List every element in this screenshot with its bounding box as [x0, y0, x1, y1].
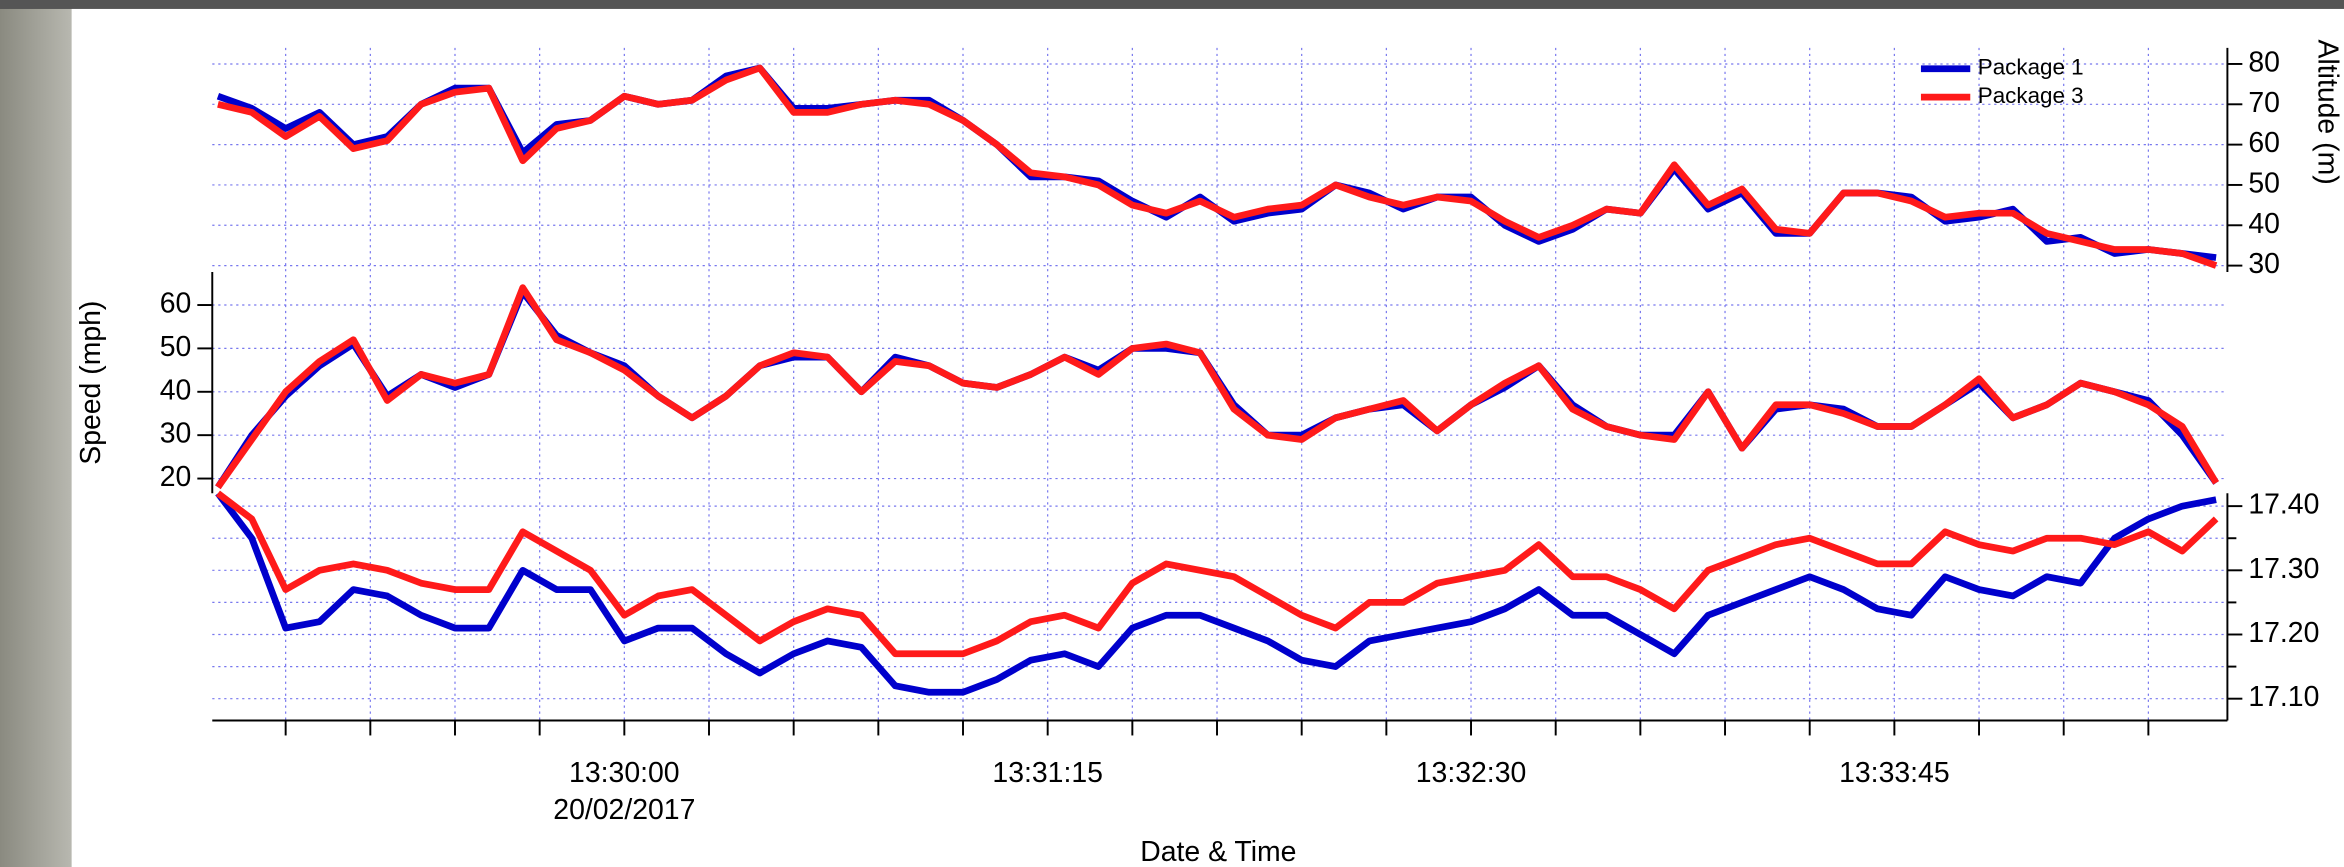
y-tick-label: 30: [2248, 248, 2280, 280]
y-tick-label: 50: [160, 331, 192, 363]
x-axis-title: Date & Time: [1140, 836, 1296, 867]
y-tick-label: 30: [160, 418, 192, 450]
y-tick-label: 60: [160, 288, 192, 320]
series: [215, 64, 2219, 696]
axes: 13:30:00 13:31:15 13:32:30 13:33:45 20/02/20…: [75, 40, 2343, 827]
x-tick-label: 13:31:15: [992, 757, 1103, 789]
y-axis-title: Altitude (m): [2312, 40, 2344, 185]
series-line: [215, 284, 2219, 490]
y-tick-label: 50: [2248, 167, 2280, 199]
y-tick-label: 20: [160, 461, 192, 493]
y-axis-title: Speed (mph): [75, 301, 107, 465]
y-tick-label: 17.30: [2248, 553, 2319, 585]
x-date-label: 20/02/2017: [553, 794, 695, 826]
x-tick-label: 13:30:00: [569, 757, 680, 789]
series-line: [217, 64, 2218, 269]
plot-background: [71, 8, 2344, 867]
y-tick-label: 60: [2248, 127, 2280, 159]
y-tick-label: 40: [2248, 208, 2280, 240]
legend-label: Package 3: [1978, 83, 2084, 108]
y-tick-label: 17.40: [2248, 489, 2319, 521]
y-tick-label: 80: [2248, 46, 2280, 78]
legend-label: Package 1: [1978, 55, 2084, 80]
y-tick-label: 70: [2248, 87, 2280, 119]
x-tick-label: 13:32:30: [1416, 757, 1527, 789]
series-line: [215, 491, 2217, 696]
x-tick-label: 13:33:45: [1839, 757, 1950, 789]
top-strip: [0, 0, 2344, 9]
y-tick-label: 17.20: [2248, 617, 2319, 649]
grid: [212, 47, 2228, 721]
y-tick-label: 17.10: [2248, 681, 2319, 713]
series-line: [215, 490, 2219, 658]
y-tick-label: 40: [160, 374, 192, 406]
background-strip: [0, 0, 72, 867]
